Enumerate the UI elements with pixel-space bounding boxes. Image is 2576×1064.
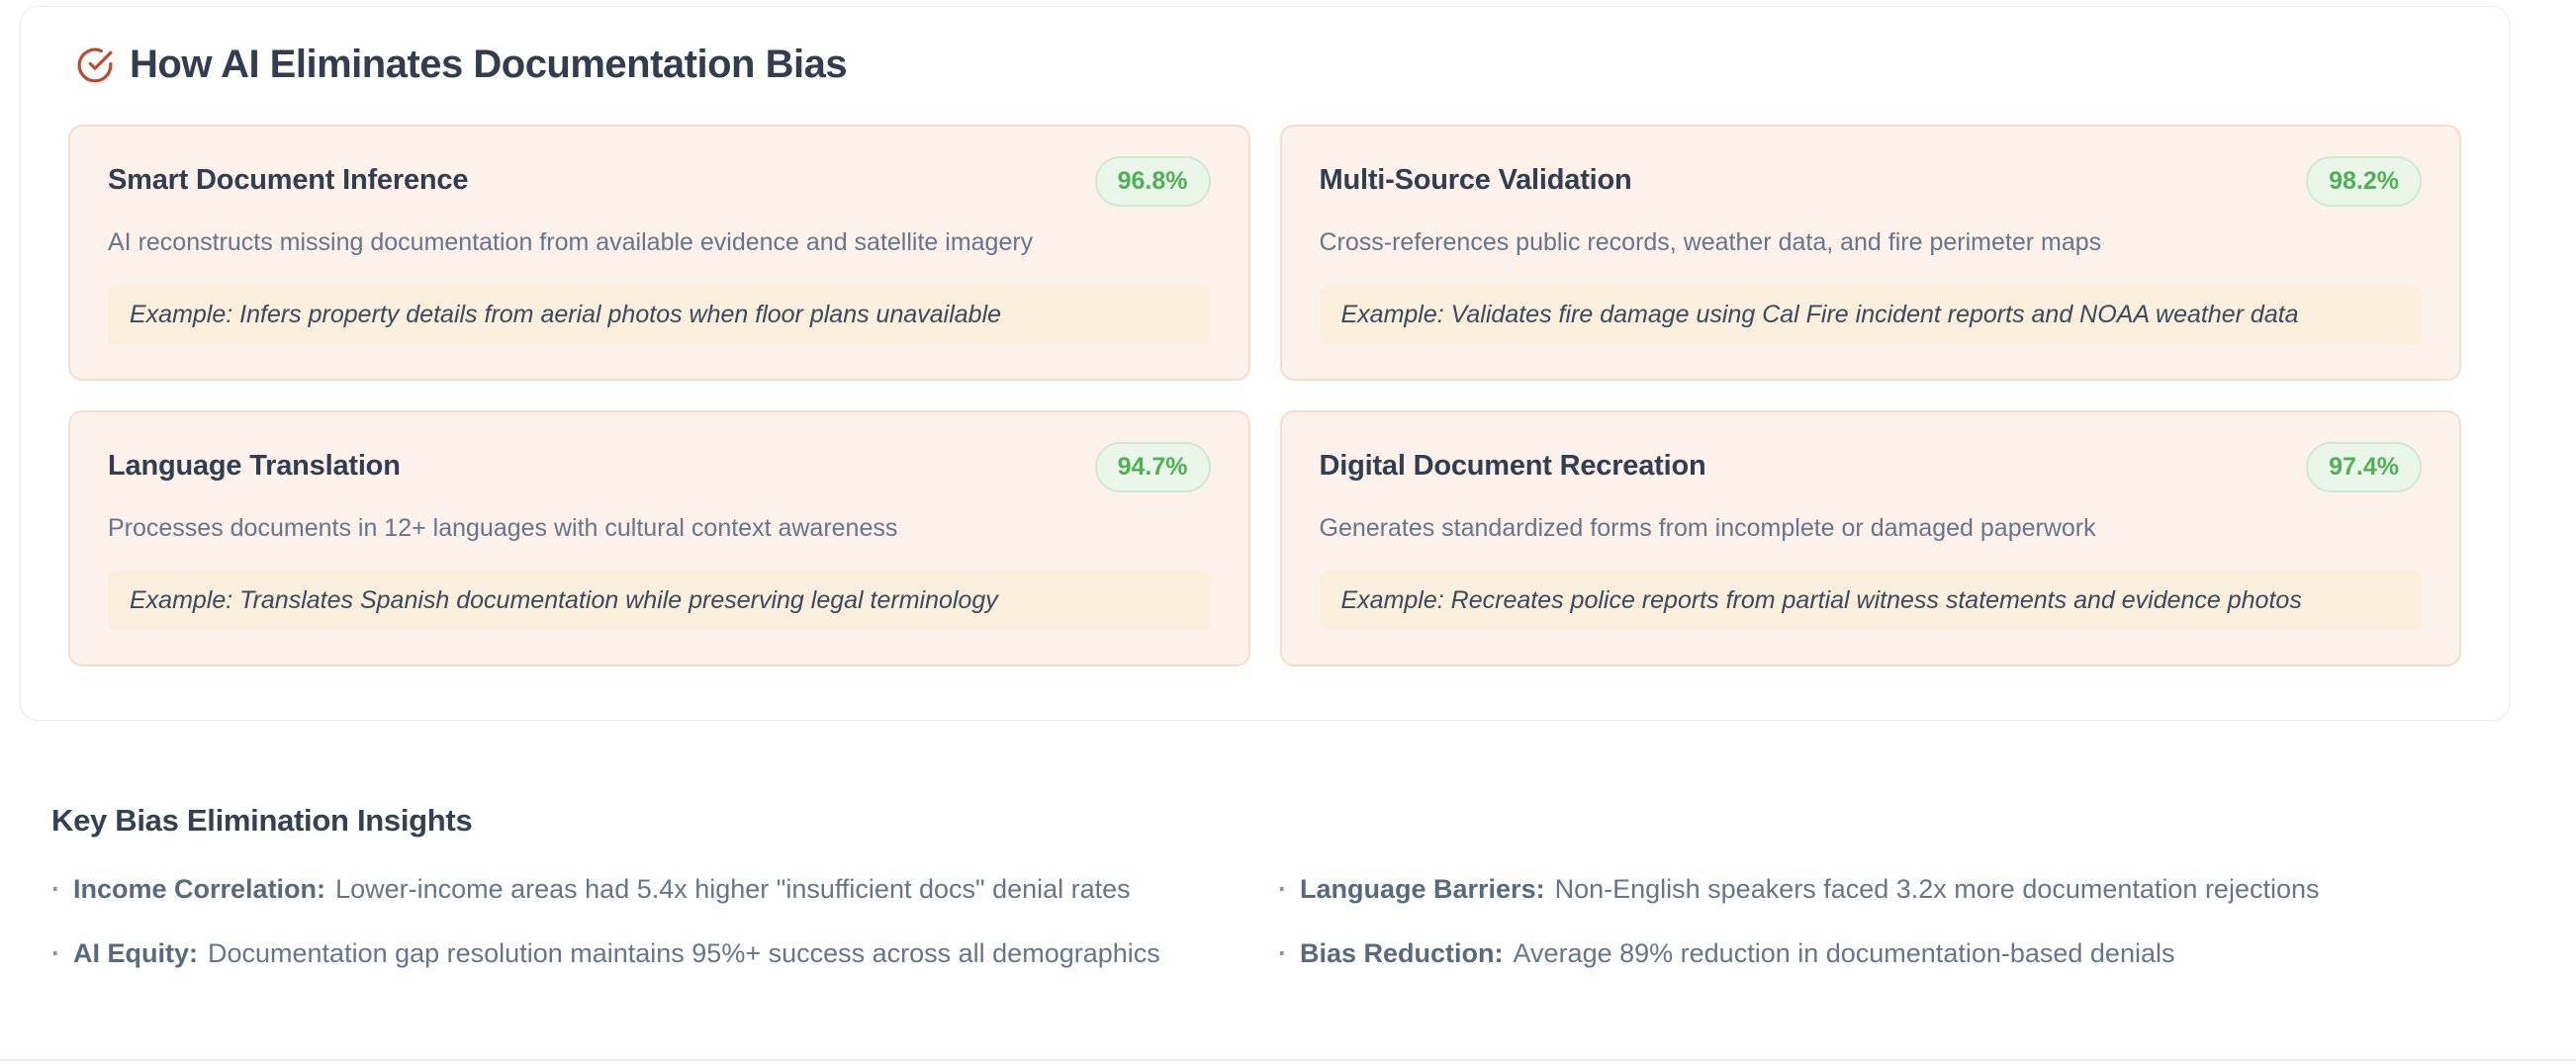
accuracy-badge: 97.4%: [2306, 442, 2422, 492]
feature-example: Example: Recreates police reports from p…: [1319, 571, 2422, 631]
insight-text: Documentation gap resolution maintains 9…: [208, 938, 1160, 968]
accuracy-badge: 94.7%: [1094, 442, 1211, 492]
feature-card-header: Smart Document Inference 96.8%: [108, 156, 1211, 207]
insight-income-correlation: · Income Correlation: Lower-income areas …: [51, 874, 1278, 905]
accuracy-badge: 98.2%: [2306, 156, 2422, 207]
feature-example: Example: Infers property details from ae…: [108, 285, 1211, 345]
bullet-icon: ·: [51, 874, 60, 904]
feature-title: Digital Document Recreation: [1319, 450, 1706, 482]
feature-card-header: Digital Document Recreation 97.4%: [1319, 442, 2422, 492]
feature-card-smart-document-inference: Smart Document Inference 96.8% AI recons…: [68, 125, 1250, 381]
insight-text: Average 89% reduction in documentation-b…: [1513, 938, 2175, 968]
feature-example: Example: Validates fire damage using Cal…: [1319, 285, 2422, 345]
insight-label: Bias Reduction:: [1300, 938, 1504, 968]
panel-header: How AI Eliminates Documentation Bias: [76, 43, 2461, 87]
feature-description: AI reconstructs missing documentation fr…: [108, 228, 1034, 256]
feature-description: Processes documents in 12+ languages wit…: [108, 514, 898, 542]
feature-card-language-translation: Language Translation 94.7% Processes doc…: [68, 410, 1250, 666]
feature-description: Cross-references public records, weather…: [1319, 228, 2102, 256]
insights-grid: · Income Correlation: Lower-income areas …: [51, 874, 2465, 969]
bottom-divider: [0, 1059, 2576, 1061]
insight-bias-reduction: · Bias Reduction: Average 89% reduction i…: [1278, 938, 2465, 969]
key-insights-section: Key Bias Elimination Insights · Income C…: [51, 803, 2465, 969]
bullet-icon: ·: [51, 938, 60, 968]
insight-label: Language Barriers:: [1300, 874, 1545, 904]
feature-title: Multi-Source Validation: [1319, 164, 1632, 196]
accuracy-badge: 96.8%: [1094, 156, 1211, 207]
insights-heading: Key Bias Elimination Insights: [51, 803, 473, 838]
insight-text: Non-English speakers faced 3.2x more doc…: [1554, 874, 2320, 904]
feature-card-digital-document-recreation: Digital Document Recreation 97.4% Genera…: [1279, 410, 2461, 666]
feature-title: Language Translation: [108, 450, 401, 482]
insight-text: Lower-income areas had 5.4x higher "insu…: [335, 874, 1131, 904]
feature-card-header: Multi-Source Validation 98.2%: [1319, 156, 2422, 207]
feature-title: Smart Document Inference: [108, 164, 469, 196]
check-circle-icon: [77, 47, 113, 82]
feature-example: Example: Translates Spanish documentatio…: [108, 571, 1211, 631]
insight-label: Income Correlation:: [73, 874, 326, 904]
bullet-icon: ·: [1278, 874, 1287, 904]
feature-card-header: Language Translation 94.7%: [108, 442, 1211, 492]
insight-ai-equity: · AI Equity: Documentation gap resolution…: [51, 938, 1278, 969]
page-title: How AI Eliminates Documentation Bias: [130, 43, 848, 86]
feature-description: Generates standardized forms from incomp…: [1319, 514, 2096, 542]
insight-language-barriers: · Language Barriers: Non-English speakers…: [1278, 874, 2465, 905]
features-grid: Smart Document Inference 96.8% AI recons…: [68, 125, 2461, 666]
bullet-icon: ·: [1278, 938, 1287, 968]
insight-label: AI Equity:: [73, 938, 198, 968]
feature-card-multi-source-validation: Multi-Source Validation 98.2% Cross-refe…: [1279, 125, 2461, 381]
ai-bias-panel: How AI Eliminates Documentation Bias Sma…: [20, 6, 2510, 721]
